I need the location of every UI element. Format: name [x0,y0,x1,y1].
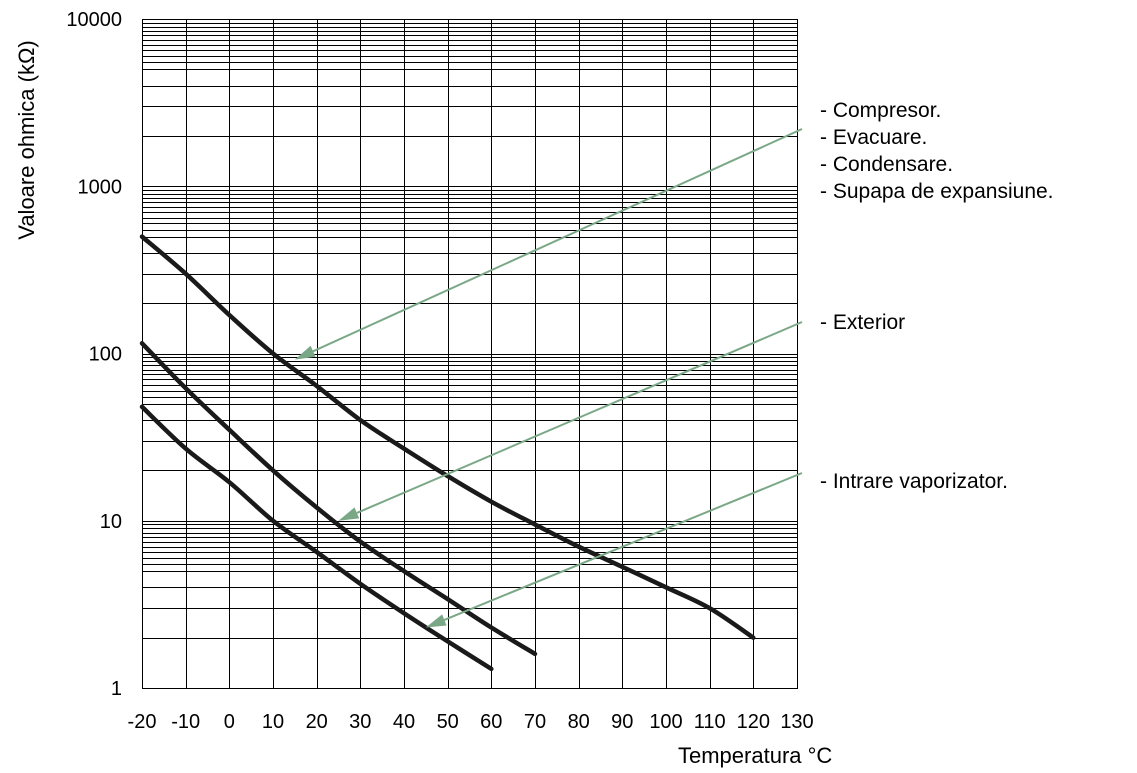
annotation-arrow-s2 [356,321,803,514]
arrow-head-s3 [425,614,447,628]
curves [139,234,756,672]
curve-s3 [139,404,494,672]
annotation-arrow-s1 [312,128,803,353]
y-tick-label: 1 [111,678,122,700]
x-tick-label: 100 [649,711,682,733]
y-tick-label: 100 [89,344,122,366]
annotation-label-s3: - Intrare vaporizator. [820,470,1008,493]
y-tick-labels: 1 10 100 1000 10000 [66,9,122,700]
y-tick-label: 10 [100,511,122,533]
annotation-label-s2: - Exterior [820,311,905,334]
x-axis-title: Temperatura °C [678,743,832,768]
annotation-arrows [294,128,803,628]
annotation-label-s1: - Evacuare. [820,126,927,149]
x-tick-label: 130 [780,711,813,733]
x-tick-label: 30 [349,711,371,733]
y-tick-label: 10000 [66,9,122,31]
y-axis-title: Valoare ohmica (kΩ) [14,40,39,239]
x-tick-label: 0 [224,711,235,733]
annotation-labels: - Compresor. - Evacuare. - Condensare. - Su… [820,99,1054,493]
x-tick-label: 80 [568,711,590,733]
arrow-head-s2 [338,507,360,521]
x-tick-label: 40 [393,711,415,733]
x-tick-label: 20 [306,711,328,733]
annotation-label-s1: - Condensare. [820,153,953,176]
annotation-label-s1: - Supapa de expansiune. [820,180,1054,203]
arrow-head-s1 [294,345,316,360]
grid [142,19,798,689]
plot-frame [142,19,798,689]
x-tick-label: 70 [524,711,546,733]
x-tick-label: 120 [737,711,770,733]
x-tick-labels: -20 -10 0 10 20 30 40 50 60 70 80 90 100 110 120 130 [128,711,814,733]
x-tick-label: -20 [128,711,157,733]
x-tick-label: 10 [262,711,284,733]
curve-s2 [139,341,538,657]
x-tick-label: -10 [171,711,200,733]
x-tick-label: 50 [437,711,459,733]
y-tick-label: 1000 [78,176,123,198]
x-tick-label: 110 [694,711,726,733]
curve-s1 [139,234,756,640]
x-tick-label: 60 [480,711,502,733]
x-tick-label: 90 [611,711,633,733]
annotation-arrow-s3 [443,472,803,621]
annotation-label-s1: - Compresor. [820,99,941,122]
